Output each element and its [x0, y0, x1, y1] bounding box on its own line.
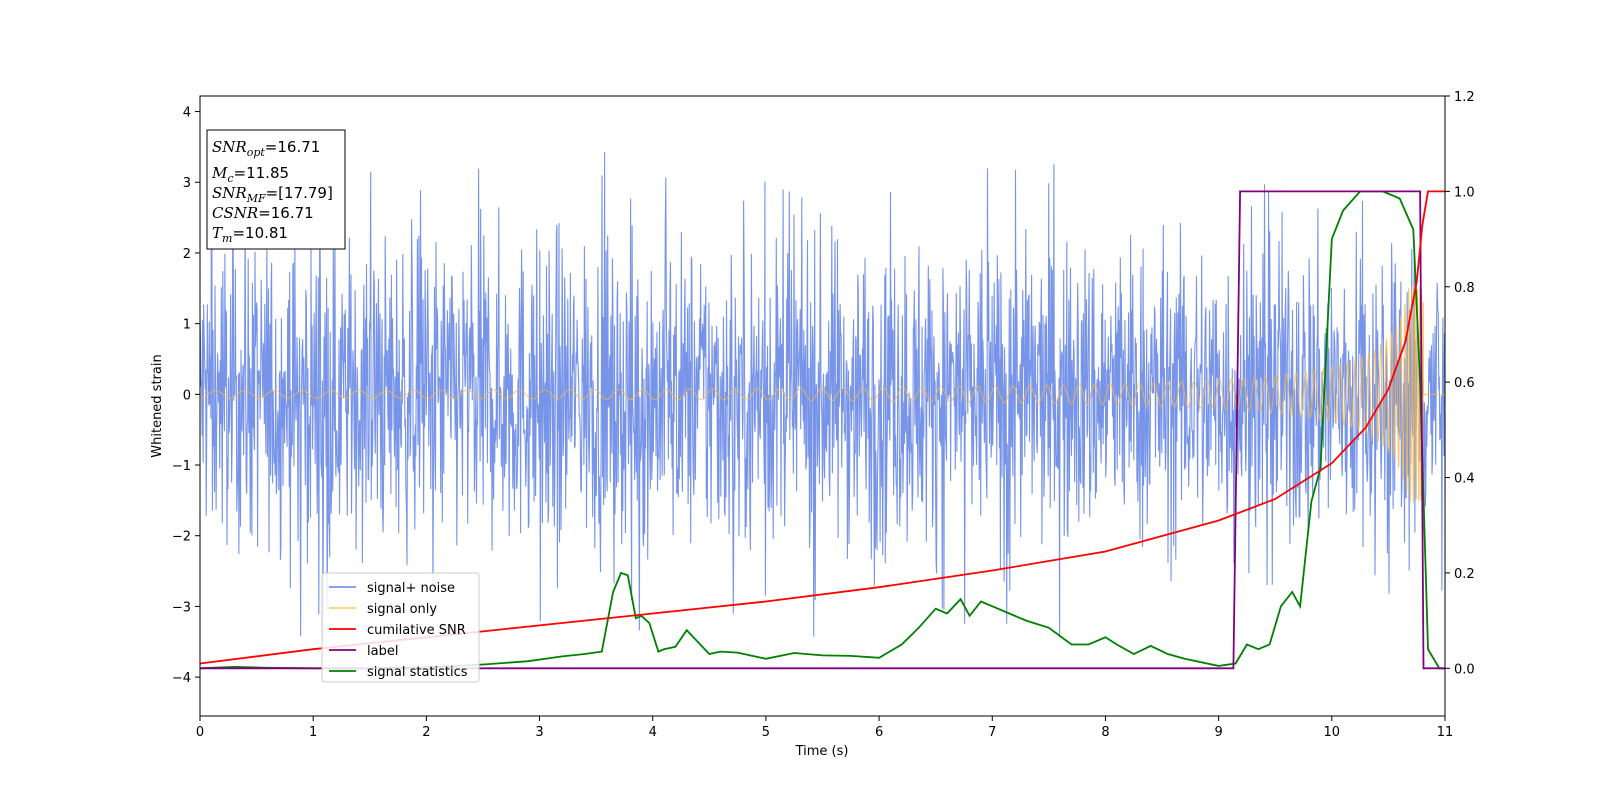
- series-cumulative-snr-line: [200, 190, 1445, 665]
- info-box: SNRopt=16.71 Mc=11.85SNRMF=[17.79]CSNR=16…: [206, 129, 346, 250]
- info-box-line: CSNR=16.71: [212, 204, 314, 222]
- y2-tick-label: 0.6: [1454, 376, 1475, 391]
- x-tick-label: 4: [649, 725, 657, 740]
- legend-entry: cumilative SNR: [367, 623, 466, 638]
- legend: signal+ noise signal only cumilative SNR la…: [321, 572, 480, 683]
- series-label-line: [200, 190, 1445, 670]
- legend-entry: signal only: [367, 602, 437, 617]
- y-tick-label: 1: [183, 318, 191, 333]
- info-box-line: SNRopt=16.71: [212, 138, 320, 159]
- y-tick-label: −1: [172, 459, 191, 474]
- y-tick-label: 4: [183, 106, 191, 121]
- series-signal-statistics-line: [200, 190, 1445, 670]
- y-axis-label: Whitened strain: [150, 354, 165, 457]
- x-tick-label: 6: [875, 725, 883, 740]
- y-axis-right: 0.0 0.2 0.4 0.6 0.8 1.0 1.2: [1445, 90, 1475, 677]
- x-tick-label: 7: [988, 725, 996, 740]
- x-tick-label: 5: [762, 725, 770, 740]
- x-axis: 0 1 2 3 4 5 6 7 8 9 10 11: [196, 716, 1453, 740]
- x-tick-label: 1: [309, 725, 317, 740]
- x-tick-label: 3: [535, 725, 543, 740]
- y2-tick-label: 0.4: [1454, 472, 1475, 487]
- y2-tick-label: 0.2: [1454, 567, 1475, 582]
- legend-entry: label: [367, 644, 398, 659]
- info-box-line: Tm=10.81: [212, 224, 288, 245]
- axes-frame: [199, 95, 1446, 717]
- y2-tick-label: 0.0: [1454, 662, 1475, 677]
- y-axis-left: −4 −3 −2 −1 0 1 2 3 4: [172, 106, 200, 686]
- plot-area: [200, 151, 1445, 670]
- x-tick-label: 8: [1101, 725, 1109, 740]
- x-tick-label: 0: [196, 725, 204, 740]
- x-axis-label: Time (s): [795, 744, 849, 759]
- x-tick-label: 9: [1214, 725, 1222, 740]
- y-tick-label: −3: [172, 600, 191, 615]
- y2-tick-label: 1.2: [1454, 90, 1475, 105]
- legend-entry: signal+ noise: [367, 581, 455, 596]
- x-tick-label: 10: [1324, 725, 1341, 740]
- y-tick-label: 2: [183, 247, 191, 262]
- y-tick-label: 3: [183, 176, 191, 191]
- x-tick-label: 11: [1437, 725, 1454, 740]
- y-tick-label: 0: [183, 388, 191, 403]
- y-tick-label: −2: [172, 530, 191, 545]
- x-tick-label: 2: [422, 725, 430, 740]
- legend-entry: signal statistics: [367, 665, 468, 680]
- info-box-line: Mc=11.85: [211, 164, 289, 185]
- y2-tick-label: 0.8: [1454, 281, 1475, 296]
- y-tick-label: −4: [172, 671, 191, 686]
- y2-tick-label: 1.0: [1454, 185, 1475, 200]
- info-box-line: SNRMF=[17.79]: [212, 184, 333, 205]
